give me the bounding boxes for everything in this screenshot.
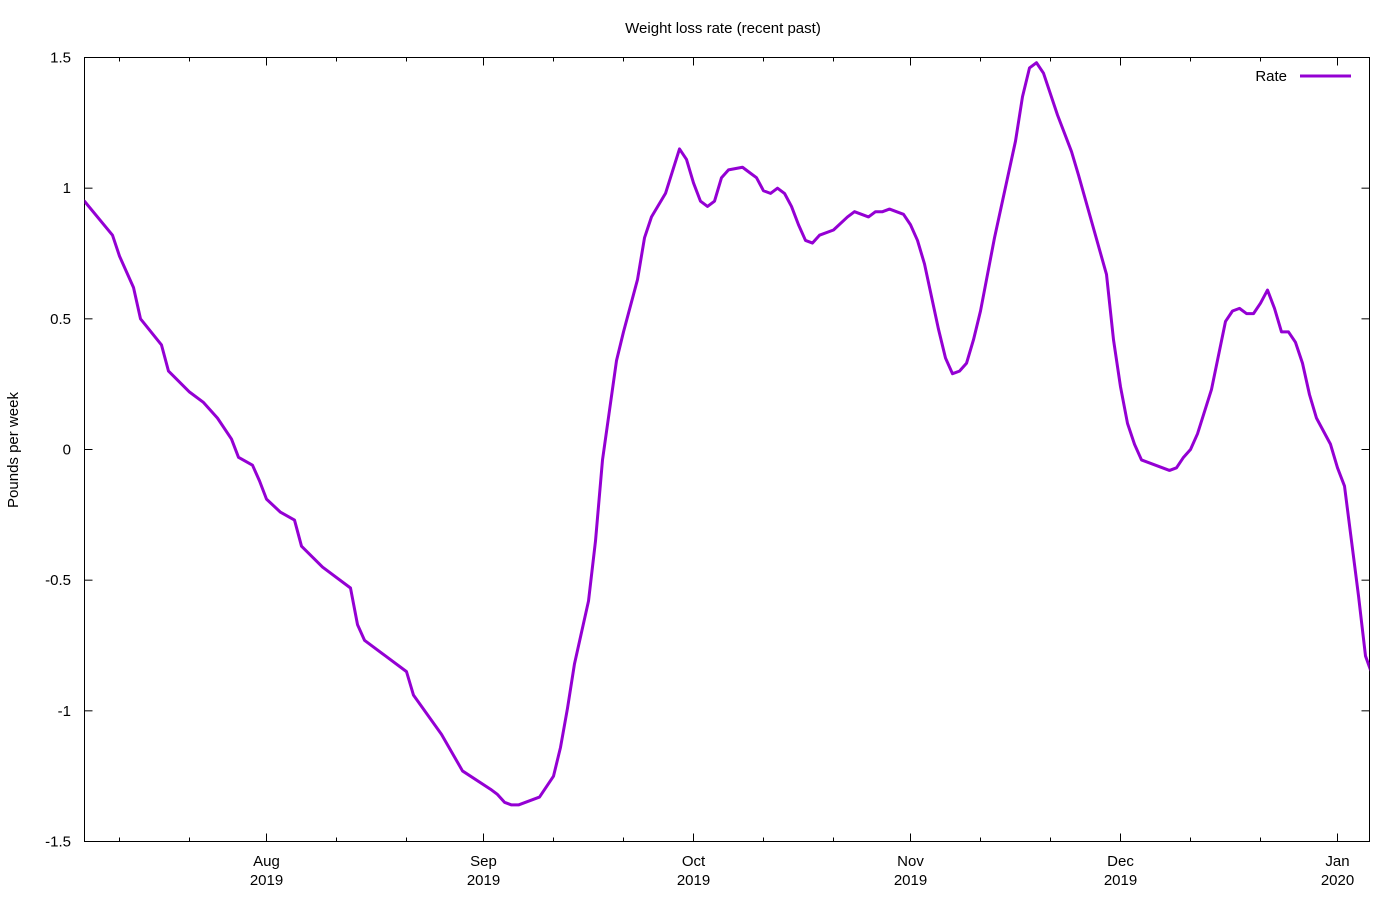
y-tick-label: 0.5 xyxy=(50,311,71,328)
x-axis: Aug 2019 Sep 2019 Oct 2019 Nov 2019 Dec 2019 Jan 20… xyxy=(119,57,1354,889)
x-tick-month: Aug xyxy=(253,853,280,870)
y-tick-label: -0.5 xyxy=(45,572,71,589)
y-tick-label: 0 xyxy=(63,442,71,459)
y-tick-label: 1.5 xyxy=(50,50,71,67)
legend-label: Rate xyxy=(1255,68,1287,85)
chart-title: Weight loss rate (recent past) xyxy=(625,20,821,37)
plot-frame xyxy=(84,57,1370,842)
x-tick-year: 2019 xyxy=(677,872,710,889)
x-tick-month: Oct xyxy=(682,853,706,870)
x-tick-year: 2019 xyxy=(467,872,500,889)
x-tick-year: 2020 xyxy=(1321,872,1354,889)
x-tick-year: 2019 xyxy=(1104,872,1137,889)
y-axis-label: Pounds per week xyxy=(5,392,22,508)
x-tick-month: Sep xyxy=(470,853,497,870)
x-tick-month: Dec xyxy=(1107,853,1134,870)
series-line xyxy=(84,61,1370,807)
x-tick-month: Jan xyxy=(1325,853,1349,870)
x-tick-year: 2019 xyxy=(894,872,927,889)
y-tick-label: 1 xyxy=(63,180,71,197)
legend: Rate xyxy=(1255,68,1351,85)
y-tick-label: -1.5 xyxy=(45,834,71,851)
y-axis: 1.5 1 0.5 0 -0.5 -1 -1.5 xyxy=(45,50,1370,851)
series-layer xyxy=(84,61,1370,807)
x-tick-year: 2019 xyxy=(250,872,283,889)
x-tick-month: Nov xyxy=(897,853,924,870)
y-tick-label: -1 xyxy=(58,703,71,720)
